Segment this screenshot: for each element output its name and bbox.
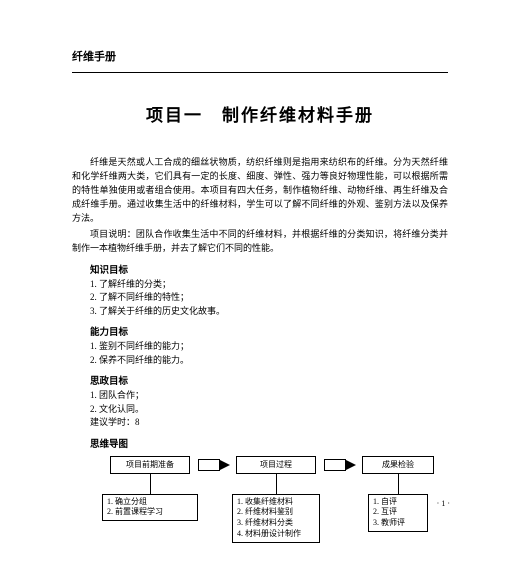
- section-knowledge: 知识目标: [90, 262, 448, 276]
- list-item: 2. 保养不同纤维的能力。: [90, 354, 448, 368]
- detail-line: 1. 自评: [373, 497, 423, 508]
- section-mindmap: 思维导图: [90, 436, 448, 450]
- flow-detail-1: 1. 确立分组 2. 前置课程学习: [102, 494, 198, 522]
- suggested-hours: 建议学时：8: [90, 416, 448, 430]
- flow-detail-3: 1. 自评 2. 互评 3. 教师评: [368, 494, 428, 532]
- paragraph-2: 项目说明：团队合作收集生活中不同的纤维材料，并根据纤维的分类知识，将纤维分类并制…: [72, 228, 448, 256]
- detail-line: 2. 纤维材料鉴别: [237, 507, 315, 518]
- arrow-icon: [346, 460, 356, 470]
- flowchart: 项目前期准备 项目过程 成果检验 1. 确立分组 2. 前置课程学习 1. 收集…: [102, 456, 448, 571]
- flow-stage-2: 项目过程: [236, 456, 316, 474]
- arrow-icon: [220, 460, 230, 470]
- chapter-title: 项目一 制作纤维材料手册: [72, 101, 448, 126]
- detail-line: 1. 确立分组: [107, 497, 193, 508]
- connector-line: [150, 474, 151, 494]
- list-item: 2. 了解不同纤维的特性；: [90, 291, 448, 305]
- header-rule: [72, 72, 448, 73]
- flow-detail-2: 1. 收集纤维材料 2. 纤维材料鉴别 3. 纤维材料分类 4. 材料册设计制作: [232, 494, 320, 543]
- section-ability: 能力目标: [90, 324, 448, 338]
- list-item: 1. 了解纤维的分类；: [90, 278, 448, 292]
- paragraph-1: 纤维是天然或人工合成的细丝状物质，纺织纤维则是指用来纺织布的纤维。分为天然纤维和…: [72, 156, 448, 226]
- connector-line: [276, 474, 277, 494]
- detail-line: 4. 材料册设计制作: [237, 529, 315, 540]
- list-item: 1. 鉴别不同纤维的能力；: [90, 340, 448, 354]
- page-number: · 1 ·: [437, 499, 450, 508]
- detail-line: 1. 收集纤维材料: [237, 497, 315, 508]
- list-item: 2. 文化认同。: [90, 403, 448, 417]
- detail-line: 2. 互评: [373, 507, 423, 518]
- page-header: 纤维手册: [72, 48, 448, 64]
- list-item: 1. 团队合作；: [90, 389, 448, 403]
- flow-stage-3: 成果检验: [362, 456, 434, 474]
- arrow-box: [324, 459, 346, 471]
- detail-line: 2. 前置课程学习: [107, 507, 193, 518]
- list-item: 3. 了解关于纤维的历史文化故事。: [90, 305, 448, 319]
- arrow-box: [198, 459, 220, 471]
- section-ideology: 思政目标: [90, 373, 448, 387]
- connector-line: [398, 474, 399, 494]
- flow-stage-1: 项目前期准备: [110, 456, 190, 474]
